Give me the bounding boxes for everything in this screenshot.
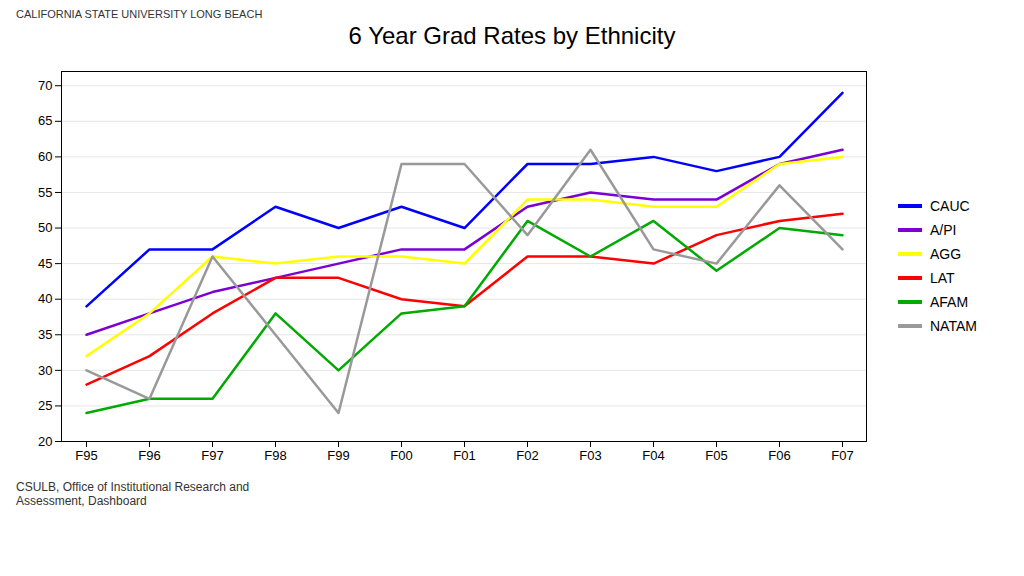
svg-text:F03: F03 (579, 448, 601, 463)
html-text:CAUC: CAUC (930, 198, 970, 214)
svg-text:F97: F97 (201, 448, 223, 463)
svg-text:40: 40 (38, 291, 52, 306)
svg-text:F99: F99 (327, 448, 349, 463)
svg-text:F95: F95 (75, 448, 97, 463)
svg-text:F07: F07 (831, 448, 853, 463)
svg-text:F00: F00 (390, 448, 412, 463)
html-text:AGG: AGG (930, 246, 962, 262)
svg-text:60: 60 (38, 149, 52, 164)
svg-text:55: 55 (38, 185, 52, 200)
svg-text:30: 30 (38, 363, 52, 378)
svg-text:50: 50 (38, 220, 52, 235)
svg-text:65: 65 (38, 113, 52, 128)
html-text:6 Year Grad Rates by Ethnicity: 6 Year Grad Rates by Ethnicity (348, 22, 676, 49)
svg-text:F02: F02 (516, 448, 538, 463)
svg-text:F05: F05 (705, 448, 727, 463)
svg-text:F96: F96 (138, 448, 160, 463)
svg-text:20: 20 (38, 434, 52, 449)
svg-text:70: 70 (38, 78, 52, 93)
svg-text:F04: F04 (642, 448, 664, 463)
svg-text:F98: F98 (264, 448, 286, 463)
html-text:A/PI: A/PI (930, 222, 957, 238)
html-text:NATAM: NATAM (930, 318, 977, 334)
svg-text:35: 35 (38, 327, 52, 342)
svg-text:F06: F06 (768, 448, 790, 463)
html-text:CSULB, Office of Institutional: CSULB, Office of Institutional Research … (16, 480, 250, 508)
svg-text:F01: F01 (453, 448, 475, 463)
html-text:AFAM: AFAM (930, 294, 969, 310)
html-text:LAT: LAT (930, 270, 955, 286)
svg-text:45: 45 (38, 256, 52, 271)
svg-text:25: 25 (38, 398, 52, 413)
html-text:CALIFORNIA STATE UNIVERSITY LO: CALIFORNIA STATE UNIVERSITY LONG BEACH (16, 8, 263, 20)
